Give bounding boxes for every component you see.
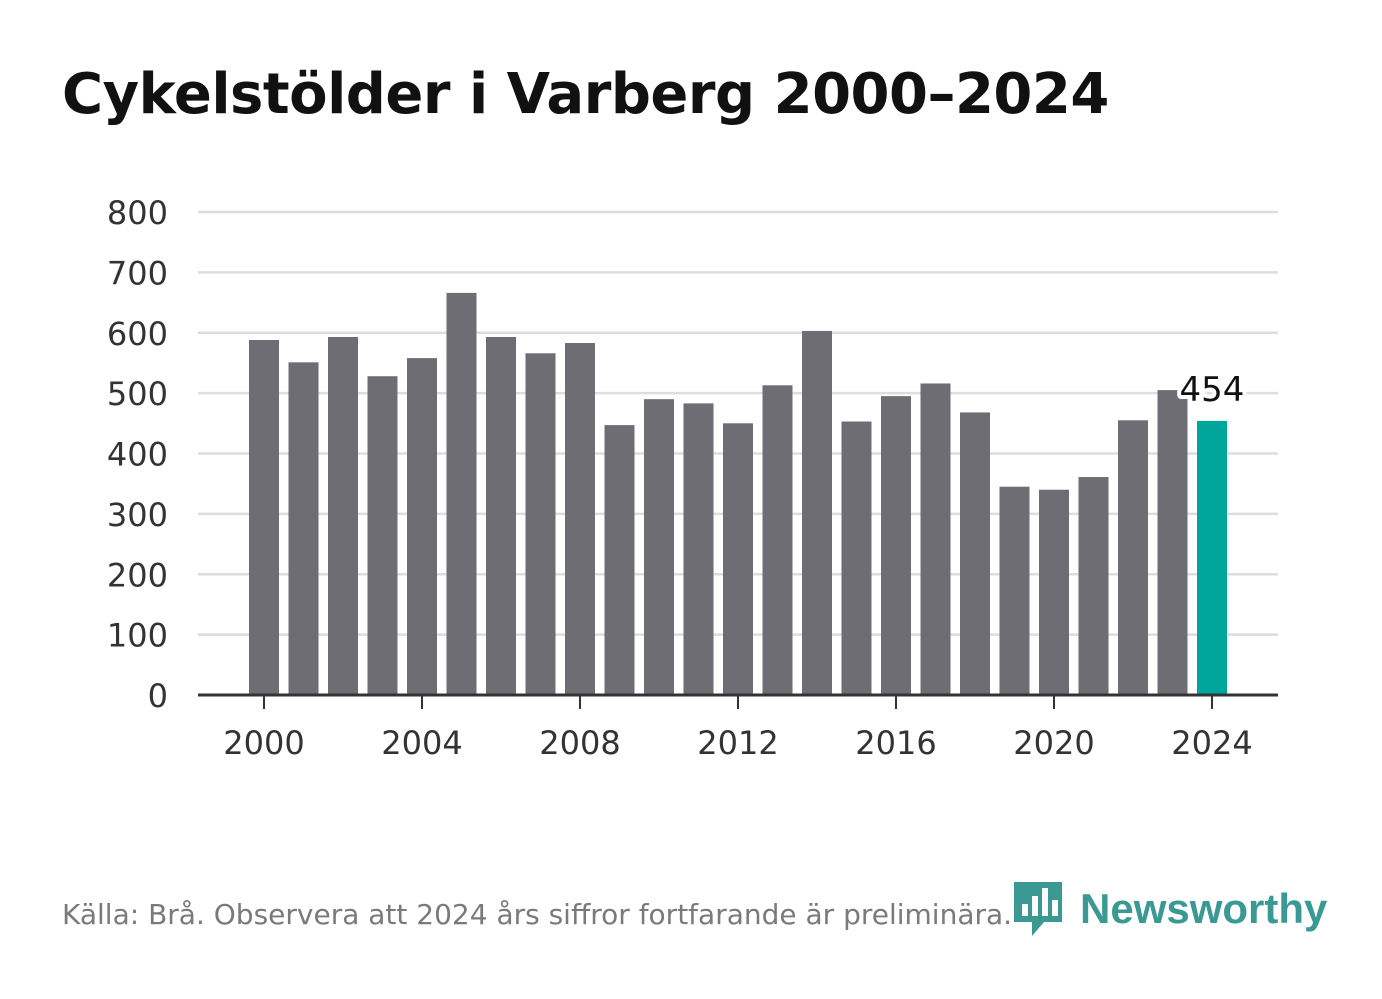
- x-tick-label: 2016: [855, 724, 936, 762]
- y-tick-label: 300: [107, 496, 168, 534]
- bar-2005: [446, 292, 477, 695]
- bar-2010: [644, 399, 674, 695]
- y-tick-label: 200: [107, 556, 168, 594]
- x-tick-label: 2020: [1013, 724, 1094, 762]
- bar-2023: [1157, 390, 1188, 695]
- bar-2011: [683, 403, 714, 695]
- y-tick-label: 0: [148, 677, 168, 715]
- x-tick-label: 2012: [697, 724, 778, 762]
- data-label: 454: [1180, 370, 1245, 410]
- y-tick-label: 500: [107, 375, 168, 413]
- bar-2002: [328, 336, 358, 695]
- bar-2013: [762, 385, 793, 695]
- bar-2021: [1078, 477, 1109, 695]
- brand-name: Newsworthy: [1080, 885, 1328, 932]
- y-tick-label: 600: [107, 315, 168, 353]
- x-tick-label: 2024: [1171, 724, 1252, 762]
- bar-2018: [960, 412, 990, 695]
- x-tick-label: 2008: [539, 724, 620, 762]
- y-tick-label: 100: [107, 617, 168, 655]
- bar-2024: [1197, 420, 1227, 695]
- bar-2006: [486, 336, 516, 695]
- y-tick-label: 700: [107, 254, 168, 292]
- bar-2001: [288, 362, 319, 695]
- y-tick-label: 800: [107, 194, 168, 232]
- source-note: Källa: Brå. Observera att 2024 års siffr…: [62, 898, 1013, 931]
- y-tick-label: 400: [107, 436, 168, 474]
- bar-2014: [802, 330, 832, 695]
- bar-2017: [920, 383, 951, 695]
- bar-2007: [525, 353, 556, 695]
- bar-2015: [841, 421, 872, 695]
- x-tick-label: 2004: [381, 724, 462, 762]
- brand-logo: Newsworthy: [1010, 878, 1327, 940]
- chart-title: Cykelstölder i Varberg 2000–2024: [62, 62, 1109, 127]
- bar-2016: [881, 396, 911, 695]
- bar-2008: [565, 343, 595, 695]
- bar-2004: [407, 358, 437, 695]
- bar-2000: [249, 339, 279, 695]
- bar-2003: [367, 376, 398, 695]
- data-label-halo: 454: [1180, 370, 1245, 410]
- bar-2022: [1118, 420, 1148, 695]
- x-tick-label: 2000: [223, 724, 304, 762]
- newsworthy-logo-icon: [1014, 882, 1062, 936]
- bar-2020: [1039, 489, 1069, 695]
- bar-2019: [999, 486, 1030, 695]
- bar-2009: [604, 425, 635, 695]
- bar-2012: [723, 423, 753, 695]
